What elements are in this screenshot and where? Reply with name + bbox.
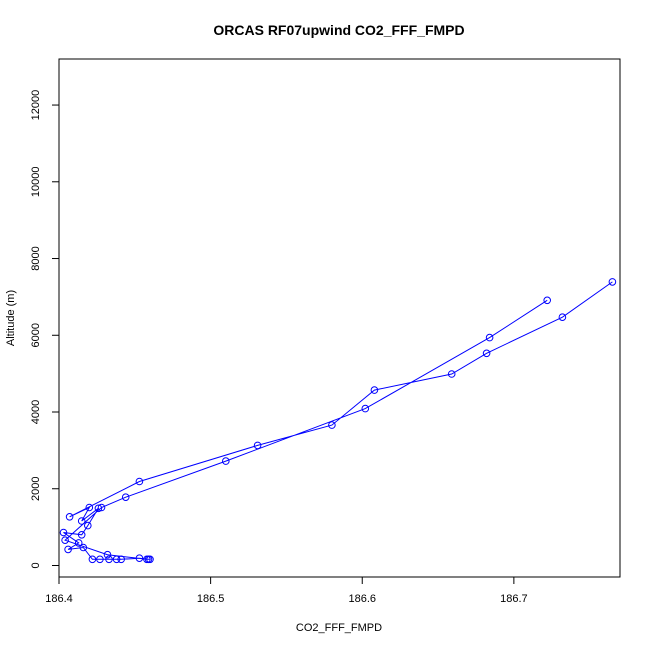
data-point bbox=[105, 555, 113, 564]
data-point bbox=[88, 555, 97, 564]
data-point bbox=[482, 349, 491, 358]
data-point bbox=[222, 457, 230, 465]
y-tick-label: 12000 bbox=[30, 90, 42, 121]
data-point bbox=[143, 555, 151, 564]
data-point bbox=[146, 555, 154, 564]
data-point bbox=[485, 333, 494, 342]
plot-frame bbox=[58, 58, 621, 578]
y-tick-label: 0 bbox=[30, 562, 42, 568]
y-tick-label: 6000 bbox=[30, 323, 42, 347]
data-point bbox=[61, 536, 69, 545]
series-line bbox=[63, 281, 613, 560]
data-point bbox=[94, 504, 103, 513]
y-tick-label: 2000 bbox=[30, 477, 42, 501]
data-point bbox=[117, 555, 125, 564]
data-point bbox=[97, 503, 106, 512]
y-tick-label: 10000 bbox=[30, 166, 42, 197]
data-point bbox=[96, 555, 104, 564]
y-axis-label: Altitude (m) bbox=[5, 290, 17, 346]
data-point bbox=[112, 555, 121, 564]
x-tick-label: 186.6 bbox=[348, 593, 376, 605]
data-point bbox=[135, 477, 144, 486]
data-point bbox=[608, 278, 617, 286]
data-point bbox=[253, 441, 262, 450]
data-point bbox=[135, 554, 144, 563]
data-point bbox=[64, 545, 72, 554]
data-point bbox=[79, 543, 88, 552]
data-point bbox=[77, 531, 86, 539]
x-tick-label: 186.4 bbox=[45, 593, 73, 605]
data-point bbox=[447, 370, 456, 378]
data-point bbox=[328, 421, 336, 429]
data-point bbox=[558, 313, 567, 322]
data-point bbox=[103, 550, 112, 559]
data-point bbox=[543, 296, 552, 305]
data-point bbox=[59, 528, 68, 537]
y-tick-label: 8000 bbox=[30, 246, 42, 270]
chart-title: ORCAS RF07upwind CO2_FFF_FMPD bbox=[213, 22, 464, 38]
x-tick-label: 186.5 bbox=[197, 593, 225, 605]
y-axis: 0 2000 4000 6000 8000 10000 12000 bbox=[30, 90, 60, 569]
data-point bbox=[84, 521, 92, 530]
x-axis-label: CO2_FFF_FMPD bbox=[296, 622, 382, 634]
data-point bbox=[77, 517, 86, 525]
data-point bbox=[121, 493, 130, 502]
data-point bbox=[370, 386, 379, 394]
y-tick-label: 4000 bbox=[30, 400, 42, 424]
data-point bbox=[65, 513, 74, 521]
data-point bbox=[74, 539, 83, 547]
x-axis: 186.4 186.5 186.6 186.7 bbox=[45, 576, 528, 605]
x-tick-label: 186.7 bbox=[500, 593, 528, 605]
data-series bbox=[59, 278, 617, 564]
data-point bbox=[361, 404, 370, 413]
data-point bbox=[85, 503, 94, 512]
